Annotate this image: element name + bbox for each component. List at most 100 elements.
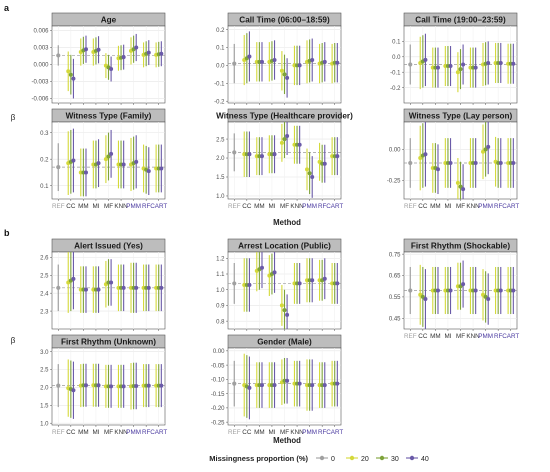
- estimate-point: [279, 68, 284, 73]
- estimate-point: [423, 297, 428, 302]
- estimate-point: [322, 59, 327, 64]
- y-tick-label: 3.0: [40, 350, 49, 356]
- x-tick-label: MI: [268, 429, 275, 436]
- x-tick-label: REF: [404, 333, 417, 340]
- x-tick-label: MF: [280, 203, 289, 210]
- x-tick-label: KNN: [466, 333, 480, 340]
- y-axis-title: β: [11, 336, 16, 345]
- legend-key-point: [379, 455, 385, 461]
- estimate-point: [146, 383, 151, 388]
- y-tick-label: 2.5: [40, 273, 49, 279]
- x-tick-label: CC: [418, 203, 428, 210]
- x-tick-label: REF: [228, 429, 241, 436]
- estimate-point: [486, 144, 491, 149]
- estimate-point: [109, 151, 114, 156]
- y-tick-label: 2.3: [40, 309, 49, 315]
- x-tick-label: PMM: [126, 429, 141, 436]
- estimate-point: [279, 140, 284, 145]
- estimate-point: [68, 72, 73, 77]
- estimate-point: [408, 288, 413, 293]
- y-tick-label: 2.5: [216, 137, 225, 143]
- y-tick-label: 1.0: [216, 194, 225, 200]
- x-tick-label: MI: [268, 203, 275, 210]
- estimate-point: [473, 288, 478, 293]
- facet-panel: First Rhythm (Unknown) 1.0 1.5 2.0 2.5 3.0 REF…: [40, 334, 167, 436]
- estimate-point: [310, 383, 315, 388]
- estimate-point: [305, 167, 310, 172]
- x-tick-label: MM: [78, 429, 89, 436]
- estimate-point: [134, 159, 139, 164]
- x-tick-label: KNN: [290, 429, 304, 436]
- estimate-point: [297, 281, 302, 286]
- estimate-point: [455, 70, 460, 75]
- y-tick-label: 0.8: [216, 319, 225, 325]
- x-tick-label: CART: [326, 429, 343, 436]
- estimate-point: [109, 384, 114, 389]
- estimate-point: [71, 76, 76, 81]
- estimate-point: [259, 154, 264, 159]
- estimate-point: [511, 160, 516, 165]
- estimate-point: [66, 69, 71, 74]
- y-tick-label: 1.1: [216, 272, 225, 278]
- facet-title: Age: [101, 16, 117, 25]
- estimate-point: [335, 381, 340, 386]
- estimate-point: [423, 152, 428, 157]
- y-tick-label: 2.5: [40, 368, 49, 374]
- x-tick-label: MF: [456, 333, 465, 340]
- estimate-point: [146, 169, 151, 174]
- estimate-point: [121, 55, 126, 60]
- y-tick-label: 0.1: [392, 40, 401, 46]
- estimate-point: [458, 184, 463, 189]
- estimate-point: [285, 134, 290, 139]
- estimate-point: [297, 381, 302, 386]
- estimate-point: [310, 175, 315, 179]
- x-tick-label: MI: [444, 333, 451, 340]
- facet-title: Witness Type (Lay person): [409, 112, 513, 121]
- y-tick-label: 0.45: [389, 317, 401, 323]
- estimate-point: [511, 61, 516, 66]
- y-tick-label: -0.1: [214, 82, 225, 88]
- legend-label: 30: [391, 456, 399, 463]
- estimate-point: [159, 285, 164, 290]
- estimate-point: [146, 50, 151, 55]
- x-tick-label: RF: [142, 203, 151, 210]
- x-axis-title: Method: [273, 436, 301, 445]
- estimate-point: [473, 160, 478, 165]
- estimate-point: [56, 285, 61, 290]
- x-tick-label: CC: [66, 429, 76, 436]
- x-tick-label: CC: [418, 333, 428, 340]
- x-tick-label: MF: [104, 203, 113, 210]
- x-tick-label: MI: [444, 203, 451, 210]
- facet-panel: Call Time (06:00–18:59) -0.2 -0.1 0.0 0.1 0.2: [214, 12, 342, 105]
- estimate-point: [109, 280, 114, 285]
- x-tick-label: CC: [66, 203, 76, 210]
- y-tick-label: 0.00: [389, 148, 401, 154]
- estimate-point: [498, 160, 503, 165]
- estimate-point: [71, 158, 76, 163]
- y-tick-label: 0.1: [40, 184, 49, 190]
- y-tick-label: -0.05: [211, 363, 225, 369]
- y-tick-label: 1.5: [40, 404, 49, 410]
- estimate-point: [83, 170, 88, 175]
- estimate-point: [285, 75, 290, 80]
- y-tick-label: 0.3: [40, 131, 49, 137]
- y-tick-label: 0.55: [389, 295, 401, 301]
- facet-panel: Age -0.006 -0.003 0.000 0.003 0.006: [31, 12, 166, 105]
- y-tick-label: 0.0: [216, 64, 225, 70]
- x-tick-label: MF: [104, 429, 113, 436]
- estimate-point: [455, 180, 460, 185]
- estimate-point: [483, 147, 488, 152]
- estimate-point: [106, 154, 111, 159]
- estimate-point: [121, 162, 126, 167]
- estimate-point: [71, 388, 76, 393]
- estimate-point: [232, 281, 237, 286]
- estimate-point: [83, 287, 88, 292]
- estimate-point: [134, 285, 139, 290]
- x-tick-label: MF: [280, 429, 289, 436]
- estimate-point: [435, 65, 440, 70]
- estimate-point: [282, 137, 287, 142]
- facet-panel: Arrest Location (Public) 0.8 0.9 1.0 1.1 1.2: [216, 238, 342, 331]
- x-tick-label: CART: [502, 333, 519, 340]
- estimate-point: [448, 64, 453, 69]
